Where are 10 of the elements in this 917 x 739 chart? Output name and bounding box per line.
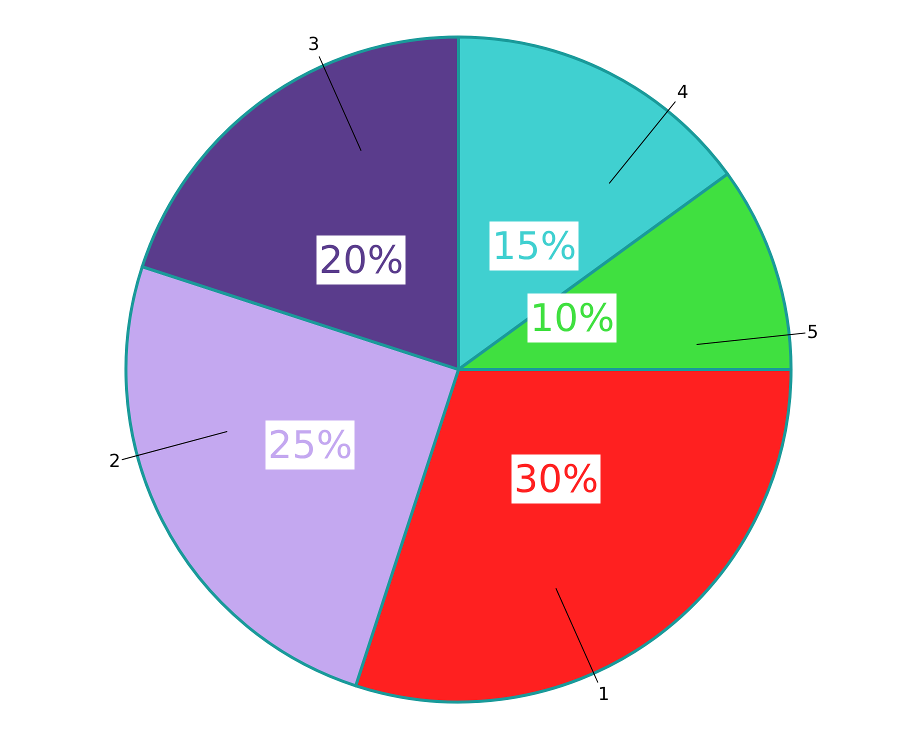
slice-label: 2 <box>109 451 120 472</box>
data-label: 15% <box>492 224 576 268</box>
data-label: 20% <box>319 238 404 282</box>
data-label: 25% <box>268 423 352 467</box>
slice-label: 3 <box>308 34 320 55</box>
slice-label: 4 <box>677 82 688 103</box>
slice-label: 1 <box>598 684 610 705</box>
data-label: 10% <box>530 296 614 340</box>
data-label: 30% <box>514 457 598 501</box>
slice-label: 5 <box>807 322 818 343</box>
